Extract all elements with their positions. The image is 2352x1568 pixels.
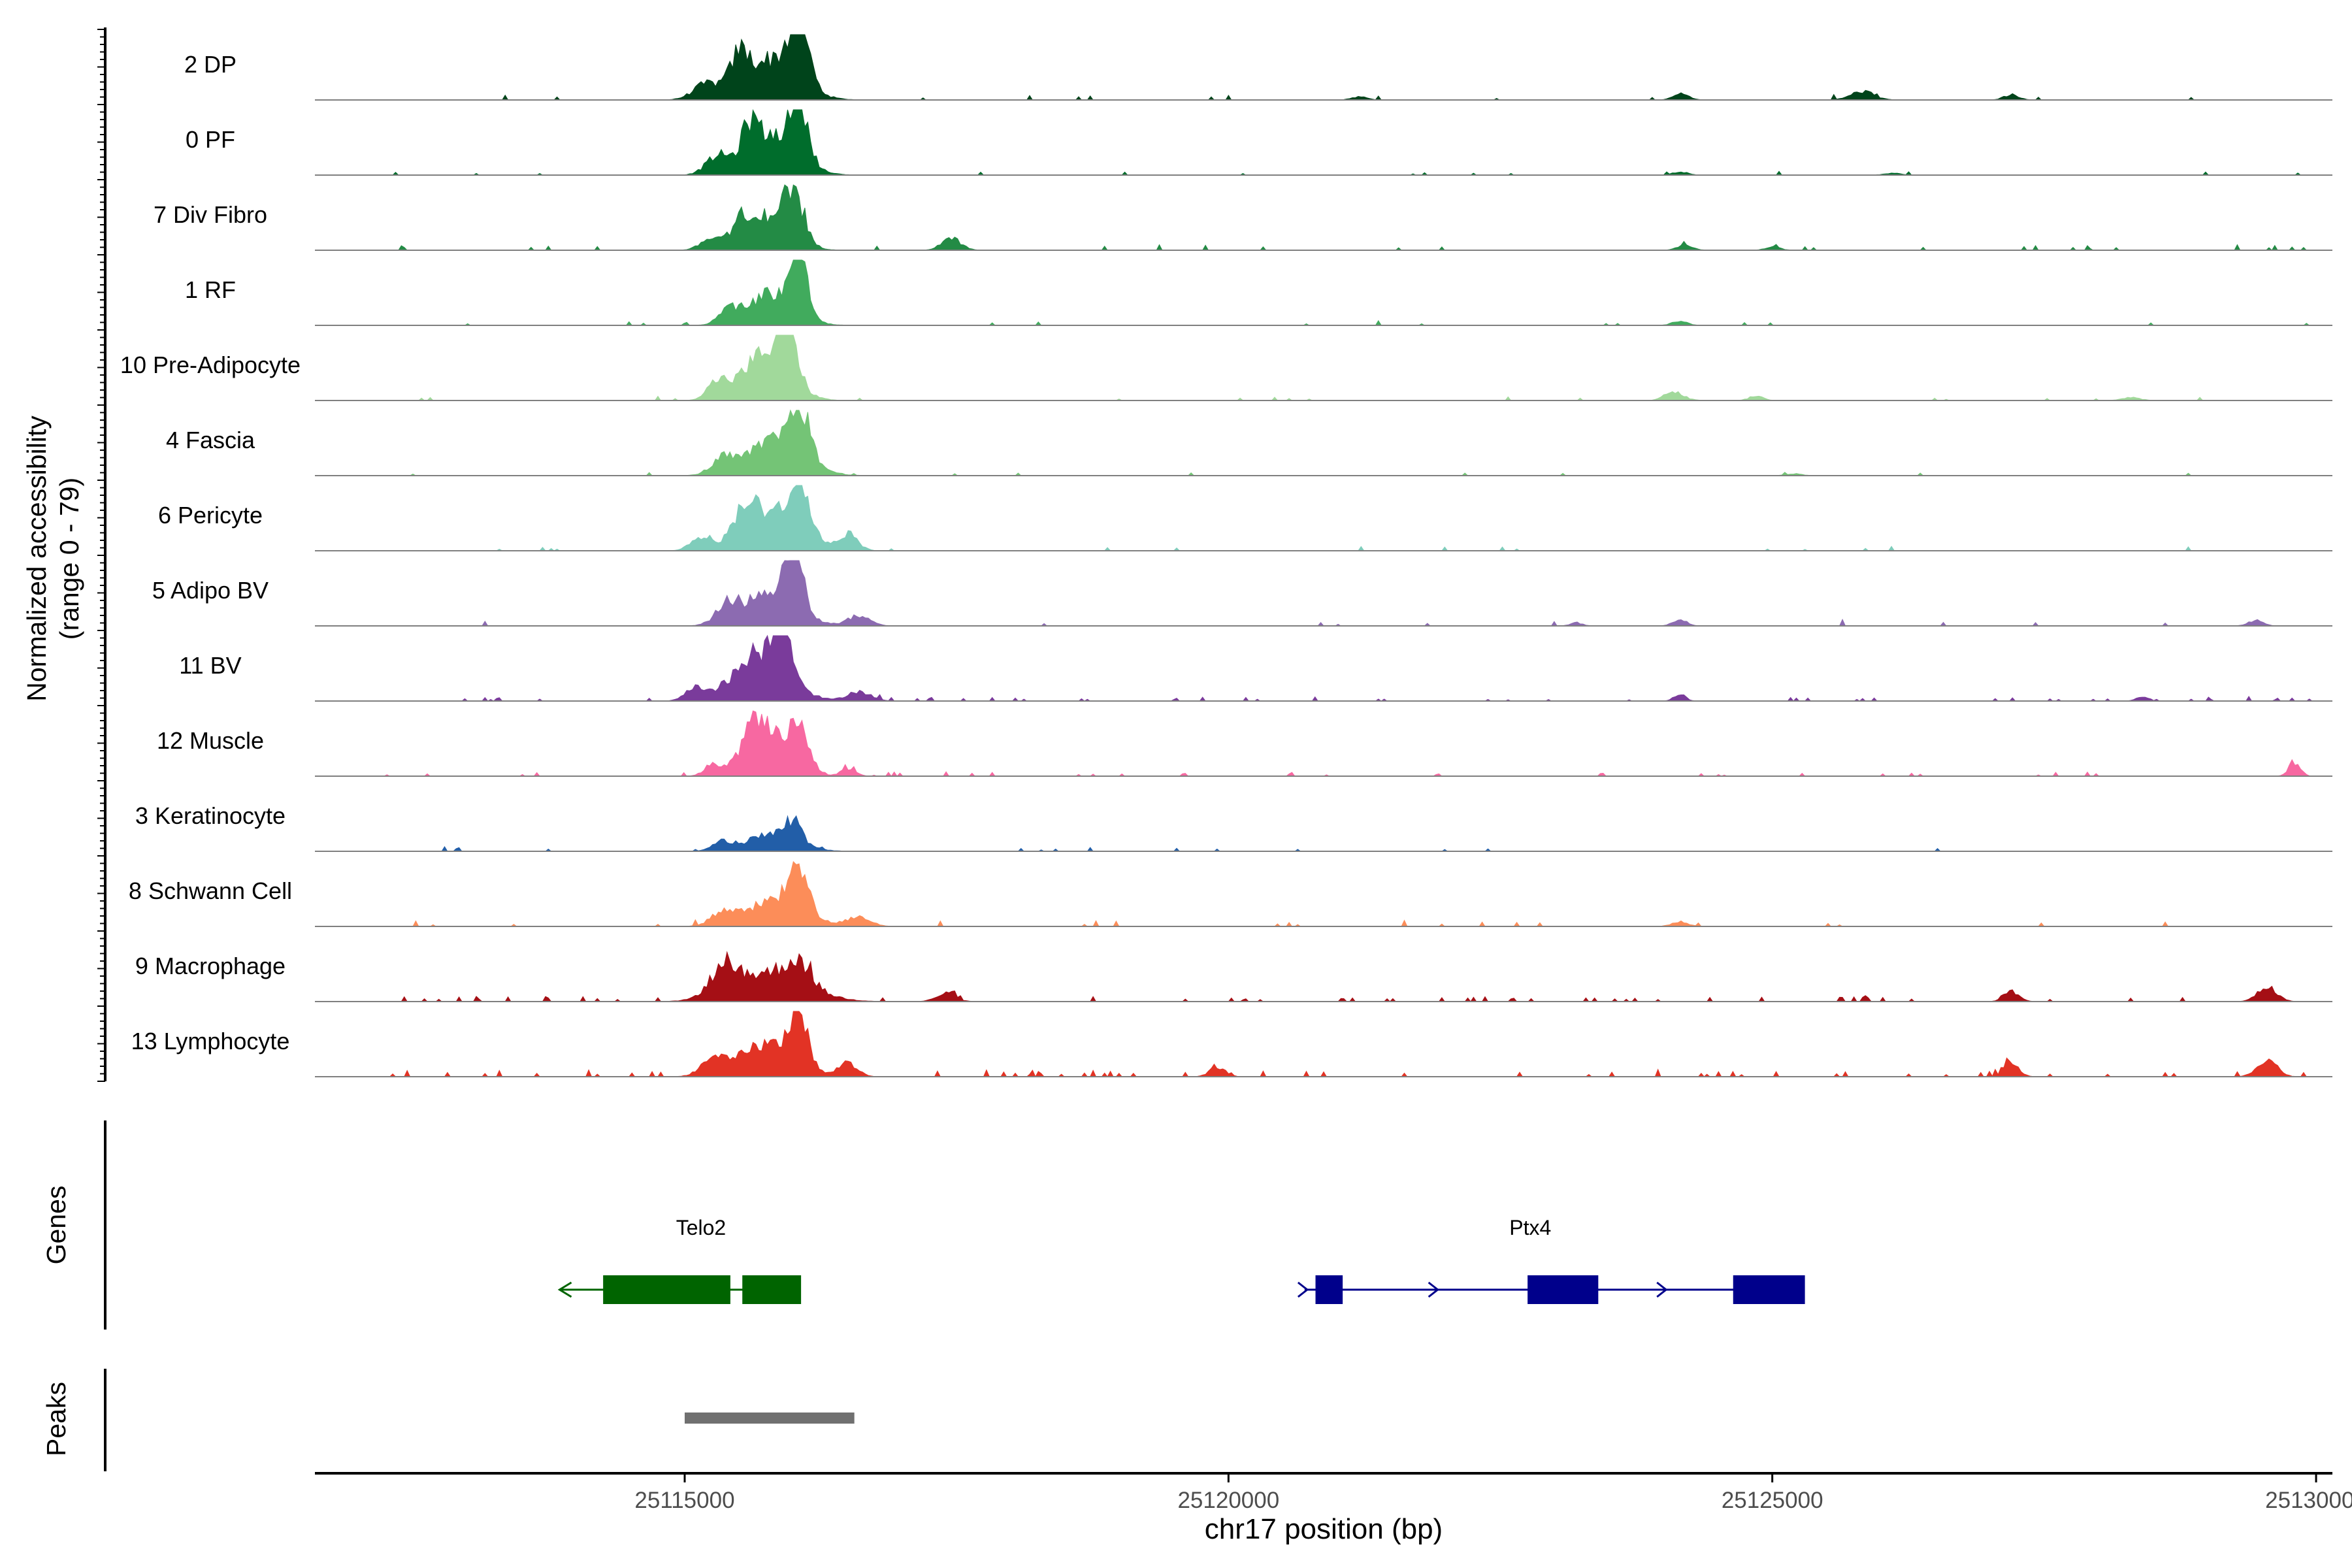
track-3-keratinocyte: 3 Keratinocyte [135,802,2332,852]
peak-region [684,1413,855,1424]
x-tick-label: 25125000 [1722,1488,1823,1513]
coverage-tracks: 2 DP 0 PF 7 Div Fibro 1 RF 10 Pre-Adipocyte 4… [120,34,2332,1078]
track-label: 4 Fascia [166,427,255,453]
track-1-rf: 1 RF [185,259,2332,326]
coverage-area [315,34,2332,101]
track-0-pf: 0 PF [186,108,2332,176]
x-tick-label: 25115000 [634,1488,734,1513]
x-axis-ticks: 25115000 25120000 25125000 25130000 [634,1473,2352,1513]
strand-arrow [1656,1281,1668,1298]
track-label: 5 Adipo BV [152,577,269,604]
track-label: 0 PF [186,126,235,153]
track-12-muscle: 12 Muscle [157,710,2332,777]
track-label: 7 Div Fibro [154,201,267,228]
track-9-macrophage: 9 Macrophage [135,951,2332,1002]
coverage-area [315,335,2332,401]
track-label: 3 Keratinocyte [135,802,286,829]
coverage-area [315,634,2332,702]
coverage-area [315,184,2332,251]
gene-models: Telo2 Ptx4 [557,1216,1805,1304]
gene-telo2: Telo2 [557,1216,802,1304]
track-7-div-fibro: 7 Div Fibro [154,184,2332,251]
track-5-adipo-bv: 5 Adipo BV [152,560,2332,627]
gene-name: Telo2 [676,1216,727,1239]
track-label: 2 DP [184,51,237,78]
exon [1527,1275,1599,1304]
x-tick-label: 25130000 [2265,1488,2352,1513]
strand-arrow [1297,1281,1309,1298]
coverage-area [315,259,2332,326]
genes-track-label: Genes [41,1186,71,1265]
track-label: 13 Lymphocyte [131,1028,290,1054]
track-6-pericyte: 6 Pericyte [158,485,2332,551]
track-8-schwann-cell: 8 Schwann Cell [129,860,2332,927]
strand-arrow [557,1281,572,1298]
track-label: 1 RF [185,276,236,303]
peaks-track-label: Peaks [41,1382,71,1456]
track-11-bv: 11 BV [179,634,2332,702]
coverage-area [315,409,2332,476]
coverage-area [315,951,2332,1002]
track-label: 11 BV [179,652,241,679]
x-tick-label: 25120000 [1177,1488,1279,1513]
coverage-area [315,710,2332,777]
coverage-area [315,860,2332,927]
ylabel: Normalized accessibility [22,416,52,702]
coverage-area [315,1011,2332,1078]
track-label: 10 Pre-Adipocyte [120,351,301,378]
peaks-track: Peaks [41,1369,855,1471]
track-2-dp: 2 DP [184,34,2332,101]
track-label: 8 Schwann Cell [129,877,292,904]
exon [742,1275,802,1304]
gene-ptx4: Ptx4 [1297,1216,1805,1304]
exon [1315,1275,1343,1304]
coverage-y-axis-title: Normalized accessibility (range 0 - 79) [22,416,84,702]
x-axis: 25115000 25120000 25125000 25130000 chr17 p… [315,1472,2352,1545]
coverage-area [315,815,2332,852]
x-axis-title: chr17 position (bp) [1205,1513,1443,1545]
track-13-lymphocyte: 13 Lymphocyte [131,1011,2332,1078]
track-4-fascia: 4 Fascia [166,409,2332,476]
gene-name: Ptx4 [1509,1216,1551,1239]
exon [1733,1275,1805,1304]
coverage-y-axis [97,27,106,1082]
peak-regions [684,1413,855,1424]
track-label: 6 Pericyte [158,502,263,529]
strand-arrow [1428,1281,1440,1298]
coverage-area [315,108,2332,176]
exon [603,1275,730,1304]
genes-track: Genes Telo2 Ptx4 [41,1120,1805,1330]
coverage-area [315,485,2332,551]
track-label: 12 Muscle [157,727,264,754]
ylabel-range: (range 0 - 79) [54,478,84,640]
track-10-pre-adipocyte: 10 Pre-Adipocyte [120,335,2332,401]
coverage-area [315,560,2332,627]
track-label: 9 Macrophage [135,953,286,979]
